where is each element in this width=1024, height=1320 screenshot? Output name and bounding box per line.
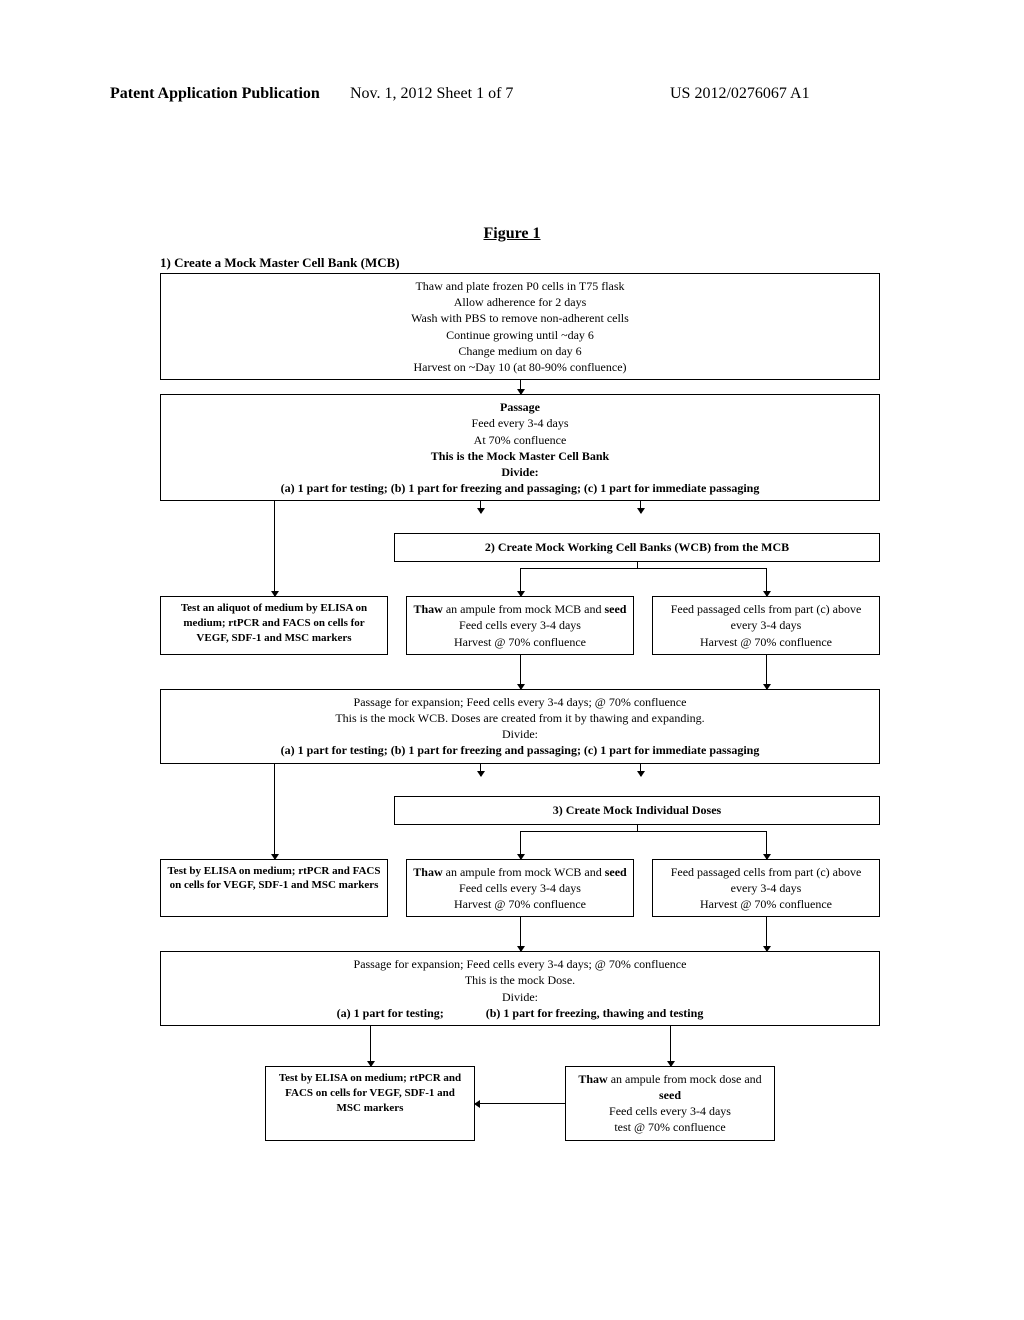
s3f-l4a: (a) 1 part for testing; [337,1006,444,1020]
s2-full-box: Passage for expansion; Feed cells every … [160,689,880,764]
s3f-l3: Divide: [167,989,873,1005]
s1b1-l4: Continue growing until ~day 6 [167,327,873,343]
s3-thaw-box: Thaw an ampule from mock WCB and seed Fe… [406,859,634,918]
header-mid: Nov. 1, 2012 Sheet 1 of 7 [350,85,513,103]
s2f-l3: Divide: [167,726,873,742]
header-left: Patent Application Publication [110,85,320,103]
s2f-l1: Passage for expansion; Feed cells every … [167,694,873,710]
s1b2-l5: Divide: [167,464,873,480]
s1-box2: Passage Feed every 3-4 days At 70% confl… [160,394,880,501]
s1b2-l4: This is the Mock Master Cell Bank [167,448,873,464]
s1b1-l6: Harvest on ~Day 10 (at 80-90% confluence… [167,359,873,375]
test-box-2: Test by ELISA on medium; rtPCR and FACS … [160,859,388,918]
s3f-l2: This is the mock Dose. [167,972,873,988]
s1b1-l3: Wash with PBS to remove non-adherent cel… [167,310,873,326]
figure-title: Figure 1 [0,225,1024,243]
s1b2-l1: Passage [167,399,873,415]
section-2-head: 2) Create Mock Working Cell Banks (WCB) … [394,533,880,562]
test-box-3: Test by ELISA on medium; rtPCR and FACS … [265,1066,475,1141]
s3f-l1: Passage for expansion; Feed cells every … [167,956,873,972]
s1b2-l2: Feed every 3-4 days [167,415,873,431]
s3-feed-box: Feed passaged cells from part (c) above … [652,859,880,918]
s3f-l4b: (b) 1 part for freezing, thawing and tes… [486,1006,704,1020]
s2f-l2: This is the mock WCB. Doses are created … [167,710,873,726]
s2f-l4: (a) 1 part for testing; (b) 1 part for f… [167,742,873,758]
s1b1-l2: Allow adherence for 2 days [167,294,873,310]
s1b2-l3: At 70% confluence [167,432,873,448]
s2-feed-box: Feed passaged cells from part (c) above … [652,596,880,655]
header-right: US 2012/0276067 A1 [670,85,810,103]
section-1-head: 1) Create a Mock Master Cell Bank (MCB) [160,255,880,271]
s3-full-box: Passage for expansion; Feed cells every … [160,951,880,1026]
thaw-final-box: Thaw an ampule from mock dose and seed F… [565,1066,775,1141]
s2-thaw-box: Thaw an ampule from mock MCB and seed Fe… [406,596,634,655]
section-3-head: 3) Create Mock Individual Doses [394,796,880,825]
s1b2-l6: (a) 1 part for testing; (b) 1 part for f… [167,480,873,496]
s1-box1: Thaw and plate frozen P0 cells in T75 fl… [160,273,880,380]
s1b1-l5: Change medium on day 6 [167,343,873,359]
test-box-1: Test an aliquot of medium by ELISA on me… [160,596,388,655]
s1b1-l1: Thaw and plate frozen P0 cells in T75 fl… [167,278,873,294]
